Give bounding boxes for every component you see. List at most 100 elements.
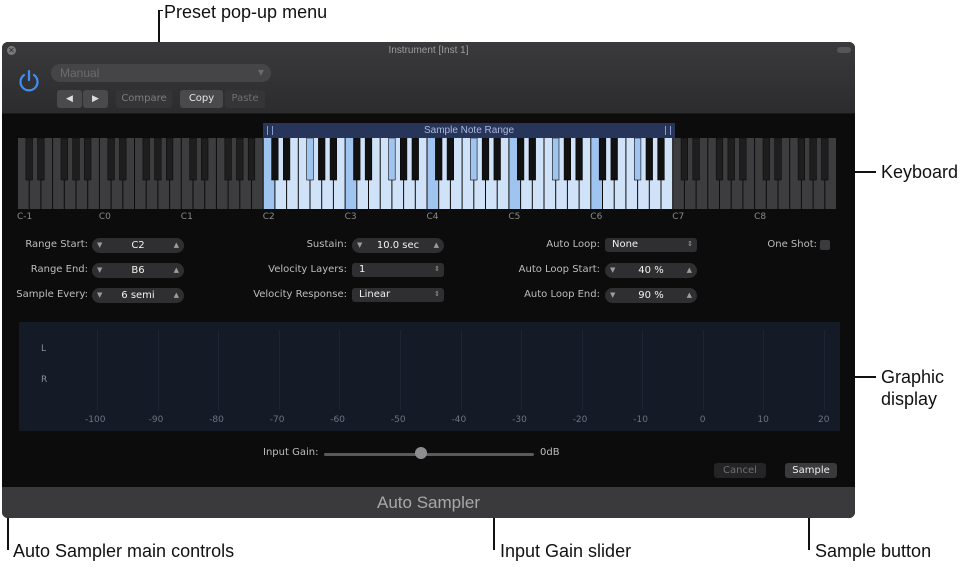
white-key-D3[interactable] (357, 138, 368, 209)
white-key-D-1[interactable] (29, 138, 41, 209)
black-key-A#5[interactable] (575, 138, 583, 181)
preset-popup-menu[interactable]: Manual ▼ (51, 64, 271, 82)
white-key-B5[interactable] (579, 138, 591, 209)
black-key-A#8[interactable] (821, 138, 829, 181)
white-key-D8[interactable] (766, 138, 778, 209)
velocity-layers-select[interactable]: 1 ⇕ (352, 263, 444, 277)
white-key-C0[interactable] (99, 138, 111, 209)
white-key-E1[interactable] (205, 138, 216, 209)
black-key-G#3[interactable] (399, 138, 408, 181)
white-key-A2[interactable] (322, 138, 333, 209)
black-key-A#3[interactable] (411, 138, 419, 181)
black-key-C#7[interactable] (680, 138, 688, 181)
white-key-E0[interactable] (123, 138, 134, 209)
black-key-F#4[interactable] (470, 138, 478, 181)
black-key-C#-1[interactable] (25, 138, 33, 181)
white-key-C3[interactable] (345, 138, 357, 209)
range-start-handle[interactable] (267, 126, 273, 135)
white-key-D5[interactable] (521, 138, 532, 209)
white-key-C5[interactable] (509, 138, 521, 209)
white-key-D4[interactable] (439, 138, 450, 209)
black-key-C#1[interactable] (189, 138, 197, 181)
sample-button[interactable]: Sample (785, 463, 837, 478)
white-key-F8[interactable] (790, 138, 801, 209)
decrement-icon[interactable]: ▼ (97, 241, 103, 249)
white-key-G0[interactable] (146, 138, 158, 209)
black-key-F#0[interactable] (142, 138, 150, 181)
white-key-F1[interactable] (216, 138, 228, 209)
black-key-F#7[interactable] (715, 138, 724, 181)
white-key-B7[interactable] (743, 138, 755, 209)
window-close-button[interactable]: ✕ (7, 46, 16, 55)
increment-icon[interactable]: ▲ (173, 241, 179, 249)
auto-loop-end-stepper[interactable]: ▼ 90 % ▲ (605, 288, 697, 303)
white-key-F6[interactable] (626, 138, 638, 209)
white-key-F3[interactable] (380, 138, 392, 209)
white-key-E4[interactable] (450, 138, 462, 209)
white-key-B4[interactable] (497, 138, 509, 209)
black-key-D#5[interactable] (528, 138, 536, 181)
input-gain-slider-handle[interactable] (414, 447, 427, 459)
white-key-B-1[interactable] (88, 138, 99, 209)
increment-icon[interactable]: ▲ (173, 291, 179, 299)
white-key-C8[interactable] (755, 138, 766, 209)
black-key-G#0[interactable] (154, 138, 162, 181)
black-key-G#1[interactable] (236, 138, 244, 181)
black-key-D#6[interactable] (610, 138, 618, 181)
white-key-B0[interactable] (170, 138, 181, 209)
white-key-A8[interactable] (813, 138, 825, 209)
white-key-F-1[interactable] (53, 138, 64, 209)
white-key-G4[interactable] (474, 138, 485, 209)
white-key-D7[interactable] (684, 138, 696, 209)
one-shot-checkbox[interactable] (820, 240, 830, 250)
white-key-A-1[interactable] (76, 138, 88, 209)
white-key-B6[interactable] (661, 138, 673, 209)
black-key-G#2[interactable] (318, 138, 326, 181)
black-key-C#4[interactable] (435, 138, 443, 181)
black-key-G#8[interactable] (809, 138, 817, 181)
black-key-D#2[interactable] (282, 138, 291, 181)
black-key-F#1[interactable] (224, 138, 232, 181)
black-key-C#2[interactable] (271, 138, 279, 181)
black-key-A#1[interactable] (247, 138, 256, 181)
auto-loop-start-stepper[interactable]: ▼ 40 % ▲ (605, 263, 697, 278)
white-key-B2[interactable] (333, 138, 345, 209)
increment-icon[interactable]: ▲ (686, 291, 692, 299)
black-key-C#8[interactable] (762, 138, 770, 181)
black-key-A#0[interactable] (166, 138, 174, 181)
black-key-A#7[interactable] (739, 138, 747, 181)
decrement-icon[interactable]: ▼ (610, 291, 616, 299)
white-key-D2[interactable] (275, 138, 287, 209)
auto-loop-select[interactable]: None ⇕ (605, 238, 697, 252)
black-key-F#2[interactable] (306, 138, 314, 181)
white-key-A0[interactable] (158, 138, 170, 209)
white-key-B1[interactable] (252, 138, 263, 209)
previous-preset-button[interactable]: ◀ (57, 90, 82, 108)
power-button[interactable] (16, 68, 42, 94)
decrement-icon[interactable]: ▼ (610, 266, 616, 274)
copy-button[interactable]: Copy (180, 90, 223, 108)
increment-icon[interactable]: ▲ (433, 241, 439, 249)
white-key-E-1[interactable] (41, 138, 53, 209)
range-start-stepper[interactable]: ▼ C2 ▲ (92, 238, 184, 253)
increment-icon[interactable]: ▲ (686, 266, 692, 274)
paste-button[interactable]: Paste (225, 90, 265, 108)
black-key-F#3[interactable] (388, 138, 396, 181)
compare-button[interactable]: Compare (116, 90, 172, 108)
black-key-F#-1[interactable] (60, 138, 68, 181)
black-key-A#6[interactable] (657, 138, 665, 181)
cancel-button[interactable]: Cancel (714, 463, 766, 478)
white-key-G3[interactable] (392, 138, 404, 209)
white-key-F4[interactable] (462, 138, 474, 209)
black-key-D#3[interactable] (364, 138, 373, 181)
white-key-D0[interactable] (111, 138, 123, 209)
white-key-G8[interactable] (801, 138, 813, 209)
black-key-D#8[interactable] (774, 138, 782, 181)
sample-every-stepper[interactable]: ▼ 6 semi ▲ (92, 288, 184, 303)
decrement-icon[interactable]: ▼ (357, 241, 363, 249)
black-key-A#2[interactable] (329, 138, 338, 181)
sample-note-range-bar[interactable]: Sample Note Range (263, 123, 675, 138)
black-key-D#1[interactable] (201, 138, 209, 181)
white-key-G-1[interactable] (64, 138, 76, 209)
black-key-D#0[interactable] (119, 138, 127, 181)
